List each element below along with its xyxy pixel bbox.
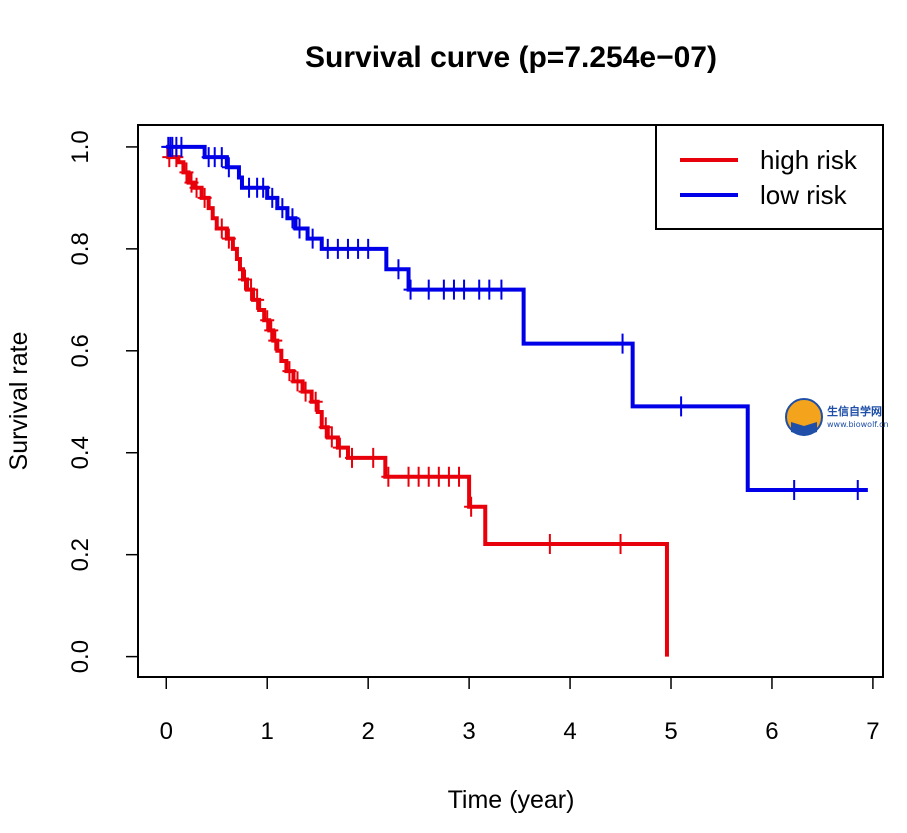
censor-mark-high-risk-11 xyxy=(260,310,275,331)
book-icon xyxy=(791,422,817,436)
watermark-url: www.biowolf.cn xyxy=(827,420,889,429)
censor-mark-high-risk-2 xyxy=(179,162,194,183)
censor-mark-high-risk-29 xyxy=(452,466,467,487)
censor-mark-high-risk-32 xyxy=(613,533,628,554)
censor-mark-high-risk-10 xyxy=(250,289,265,310)
censor-mark-low-risk-24 xyxy=(421,279,436,300)
censor-mark-high-risk-16 xyxy=(298,381,313,402)
series-high-risk xyxy=(162,144,669,657)
x-axis: 0 1 2 3 4 5 6 7 xyxy=(160,676,880,745)
y-axis: 0.0 0.2 0.4 0.6 0.8 1.0 xyxy=(67,130,139,673)
censor-mark-low-risk-21 xyxy=(361,238,376,259)
chart-title: Survival curve (p=7.254e−07) xyxy=(305,41,717,74)
censor-mark-high-risk-12 xyxy=(264,320,279,341)
y-tick-label-0.2: 0.2 xyxy=(67,538,94,571)
x-tick-label-7: 7 xyxy=(866,718,879,745)
censor-mark-low-risk-27 xyxy=(457,279,472,300)
censor-mark-high-risk-30 xyxy=(464,496,479,517)
survival-line-low-risk xyxy=(166,144,868,492)
censor-mark-low-risk-14 xyxy=(285,208,300,229)
censor-mark-high-risk-4 xyxy=(189,177,204,198)
legend-box xyxy=(655,124,884,230)
y-tick-label-0.6: 0.6 xyxy=(67,334,94,367)
censor-mark-low-risk-15 xyxy=(292,218,307,239)
censor-mark-low-risk-12 xyxy=(265,187,280,208)
censor-mark-high-risk-20 xyxy=(332,437,347,458)
censor-mark-high-risk-6 xyxy=(214,218,229,239)
censor-mark-high-risk-31 xyxy=(542,533,557,554)
censor-mark-low-risk-13 xyxy=(275,198,290,219)
censor-mark-low-risk-30 xyxy=(494,279,509,300)
censor-mark-low-risk-33 xyxy=(787,479,802,500)
watermark-title: 生信自学网 xyxy=(827,404,882,418)
censor-mark-low-risk-22 xyxy=(391,259,406,280)
x-tick-label-4: 4 xyxy=(563,718,576,745)
censor-mark-high-risk-5 xyxy=(197,187,212,208)
x-tick-label-1: 1 xyxy=(261,718,274,745)
x-axis-label: Time (year) xyxy=(448,786,575,814)
x-tick-label-0: 0 xyxy=(160,718,173,745)
censor-mark-low-risk-32 xyxy=(674,396,689,417)
x-tick-label-3: 3 xyxy=(462,718,475,745)
censor-mark-high-risk-8 xyxy=(238,269,253,290)
x-tick-label-2: 2 xyxy=(361,718,374,745)
legend-label-low-risk: low risk xyxy=(760,180,848,210)
y-tick-label-1.0: 1.0 xyxy=(67,130,94,163)
censor-mark-high-risk-21 xyxy=(345,447,360,468)
y-tick-label-0.4: 0.4 xyxy=(67,436,94,469)
censor-mark-high-risk-7 xyxy=(221,228,236,249)
legend: high risk low risk xyxy=(655,124,884,230)
censor-mark-high-risk-17 xyxy=(308,391,323,412)
censor-mark-high-risk-22 xyxy=(366,447,381,468)
y-tick-label-0.8: 0.8 xyxy=(67,232,94,265)
censor-mark-low-risk-31 xyxy=(615,333,630,354)
x-tick-label-5: 5 xyxy=(664,718,677,745)
censor-mark-low-risk-7 xyxy=(214,147,229,168)
y-tick-label-0.0: 0.0 xyxy=(67,640,94,673)
censor-mark-high-risk-18 xyxy=(318,417,333,438)
x-tick-label-6: 6 xyxy=(765,718,778,745)
plot-area xyxy=(161,136,868,657)
censor-mark-low-risk-23 xyxy=(403,279,418,300)
censor-mark-low-risk-8 xyxy=(221,157,236,178)
censor-mark-high-risk-19 xyxy=(324,427,339,448)
censor-mark-low-risk-16 xyxy=(305,228,320,249)
censor-mark-low-risk-29 xyxy=(482,279,497,300)
legend-label-high-risk: high risk xyxy=(760,145,858,175)
watermark-logo: 生信自学网 www.biowolf.cn xyxy=(785,398,889,436)
censor-mark-high-risk-14 xyxy=(282,361,297,382)
censor-mark-high-risk-23 xyxy=(381,466,396,487)
censor-mark-low-risk-11 xyxy=(256,177,271,198)
censor-mark-high-risk-15 xyxy=(290,371,305,392)
y-axis-label: Survival rate xyxy=(5,332,33,471)
censor-mark-high-risk-13 xyxy=(268,330,283,351)
censor-mark-low-risk-4 xyxy=(174,136,189,157)
censor-mark-high-risk-9 xyxy=(244,279,259,300)
series-low-risk xyxy=(161,136,868,500)
censor-mark-low-risk-34 xyxy=(850,479,865,500)
